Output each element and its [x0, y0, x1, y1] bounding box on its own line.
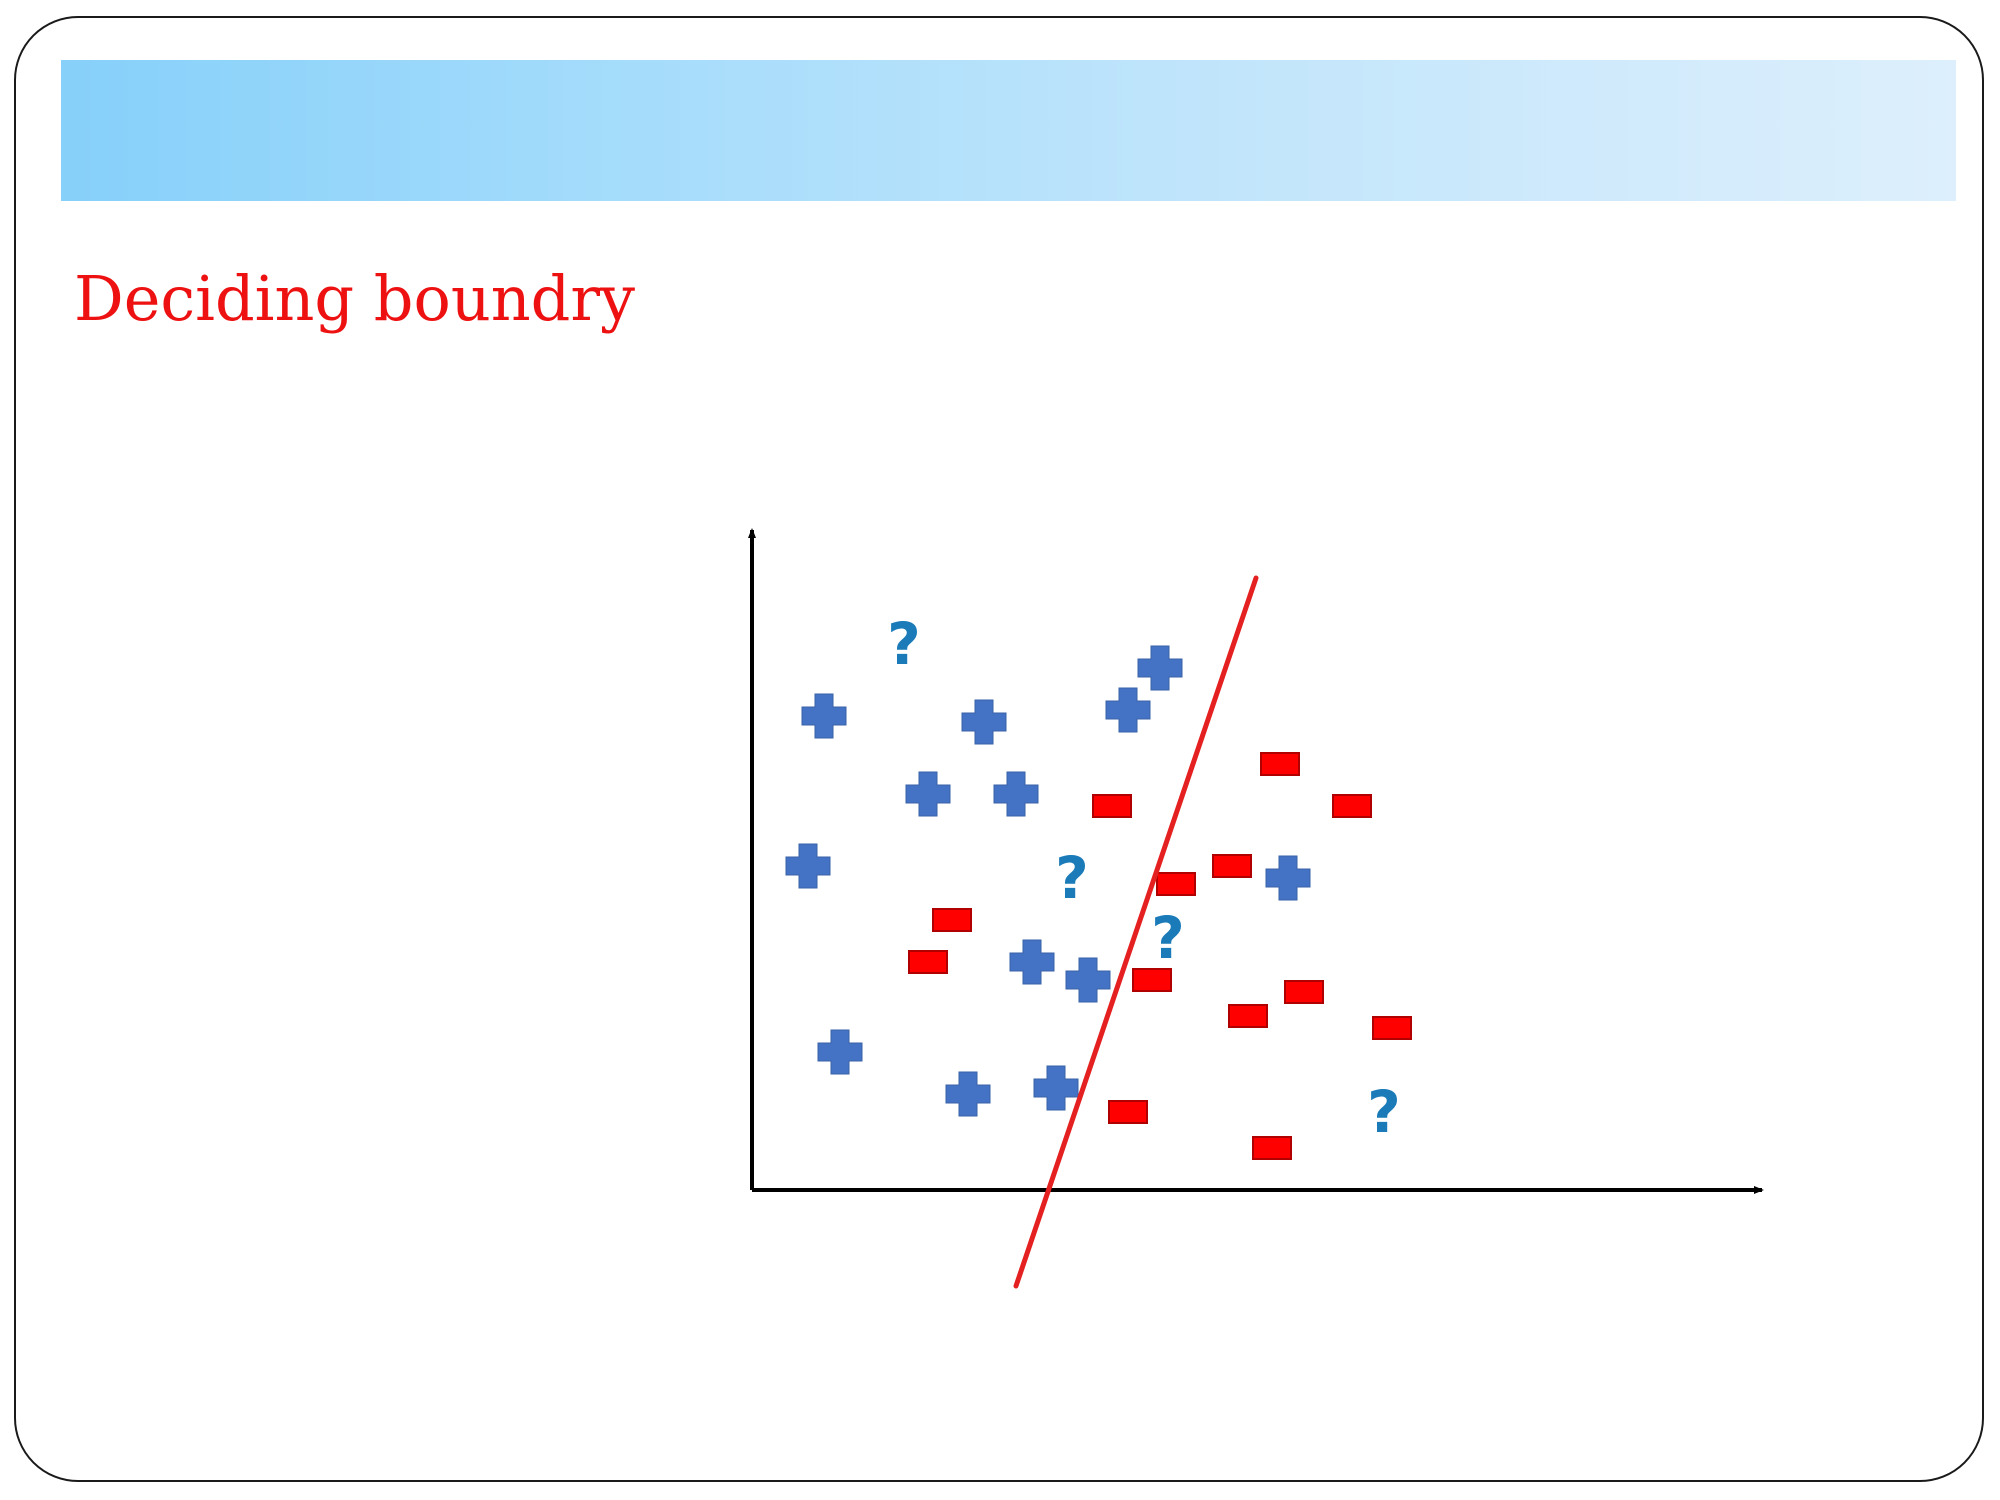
minus-icon	[1228, 1004, 1268, 1028]
plus-icon	[801, 693, 847, 739]
decision-boundary-line	[1013, 575, 1259, 1289]
plus-icon	[945, 1071, 991, 1117]
minus-icon	[1332, 794, 1372, 818]
question-mark-icon: ?	[1367, 1078, 1401, 1146]
minus-icon	[1284, 980, 1324, 1004]
plus-icon	[1009, 939, 1055, 985]
plus-icon	[993, 771, 1039, 817]
plus-icon	[1065, 957, 1111, 1003]
plus-icon	[1105, 687, 1151, 733]
plus-icon	[817, 1029, 863, 1075]
axes	[748, 528, 1764, 1194]
minus-icon	[1108, 1100, 1148, 1124]
plus-icon	[1033, 1065, 1079, 1111]
slide-title: Deciding boundry	[74, 262, 636, 335]
minus-icon	[932, 908, 972, 932]
plus-icon	[961, 699, 1007, 745]
question-mark-icon: ?	[1055, 844, 1089, 912]
minus-icon	[908, 950, 948, 974]
minus-icon	[1252, 1136, 1292, 1160]
plus-icon	[785, 843, 831, 889]
plus-icon	[1137, 645, 1183, 691]
plus-icon	[905, 771, 951, 817]
data-points: ????	[785, 610, 1412, 1160]
slide-frame	[14, 16, 1984, 1482]
minus-icon	[1372, 1016, 1412, 1040]
minus-icon	[1132, 968, 1172, 992]
question-mark-icon: ?	[1151, 904, 1185, 972]
minus-icon	[1212, 854, 1252, 878]
minus-icon	[1156, 872, 1196, 896]
header-band	[61, 60, 1956, 201]
minus-icon	[1260, 752, 1300, 776]
minus-icon	[1092, 794, 1132, 818]
decision-boundary-layer	[1013, 575, 1259, 1289]
question-mark-icon: ?	[887, 610, 921, 678]
plus-icon	[1265, 855, 1311, 901]
